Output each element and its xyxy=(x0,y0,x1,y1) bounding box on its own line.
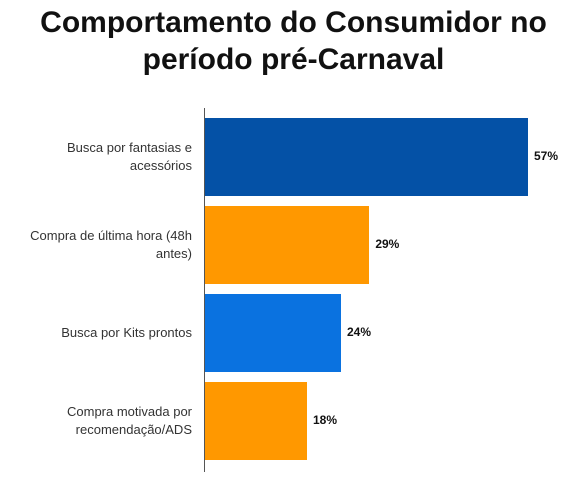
bar xyxy=(205,118,528,196)
data-label: 24% xyxy=(347,325,372,339)
y-tick-label: Compra motivada por recomendação/ADS xyxy=(67,404,192,437)
bar xyxy=(205,206,370,284)
y-tick-label: Busca por Kits prontos xyxy=(61,325,192,340)
data-label: 29% xyxy=(375,237,400,251)
y-tick-label: Busca por fantasias e acessórios xyxy=(66,140,192,173)
y-axis-line xyxy=(204,108,205,472)
bar xyxy=(205,294,341,372)
y-tick-label: Compra de última hora (48h antes) xyxy=(30,228,192,261)
data-label: 18% xyxy=(313,413,338,427)
chart-title: Comportamento do Consumidor no período p… xyxy=(40,6,547,76)
bar xyxy=(205,382,307,460)
data-label: 57% xyxy=(534,149,559,163)
